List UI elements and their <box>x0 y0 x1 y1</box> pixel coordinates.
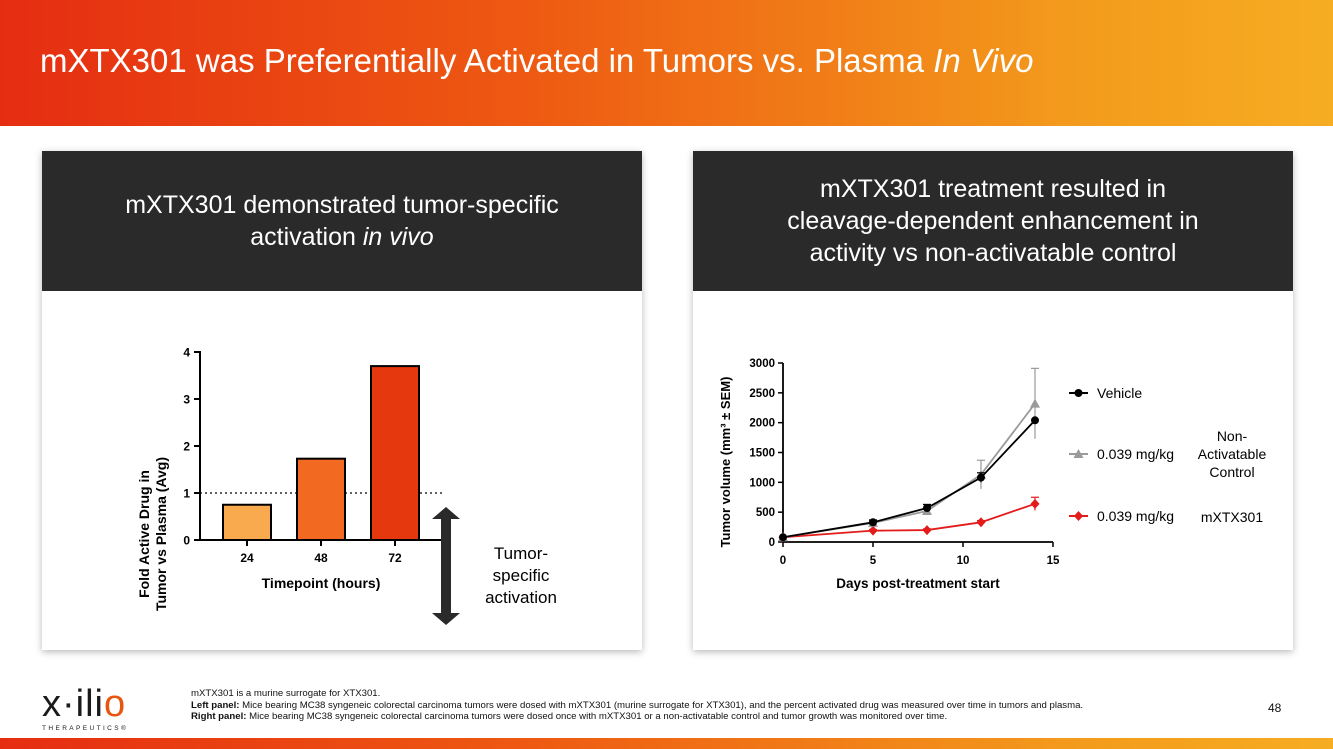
double-arrow-icon <box>432 507 460 625</box>
y-tick-label: 3000 <box>749 358 775 370</box>
bar <box>296 457 346 541</box>
y-tick-label: 1500 <box>749 448 775 460</box>
company-logo: x·ilio THERAPEUTICS® <box>42 683 129 732</box>
series-0 <box>779 416 1039 542</box>
y-axis-label: Fold Active Drug in <box>136 470 152 598</box>
bar <box>222 503 272 541</box>
data-point <box>977 473 985 482</box>
y-tick-label: 1 <box>183 487 190 501</box>
legend-item: 0.039 mg/kg <box>1069 508 1174 524</box>
x-tick-label: 24 <box>240 551 254 565</box>
y-axis-label: Tumor volume (mm³ ± SEM) <box>718 377 733 548</box>
left-panel-heading: mXTX301 demonstrated tumor-specific acti… <box>42 151 642 291</box>
title-banner: mXTX301 was Preferentially Activated in … <box>0 0 1333 126</box>
y-tick-label: 1000 <box>749 477 775 489</box>
y-tick-label: 0 <box>183 534 190 548</box>
data-point <box>1074 511 1083 521</box>
data-point <box>1030 398 1040 408</box>
data-point <box>869 518 877 527</box>
x-tick-label: 15 <box>1047 555 1060 567</box>
y-tick-label: 4 <box>183 346 190 360</box>
footnote-line: mXTX301 is a murine surrogate for XTX301… <box>191 688 381 699</box>
x-tick-label: 72 <box>388 551 402 565</box>
data-point <box>868 525 878 536</box>
x-tick-label: 5 <box>870 555 877 567</box>
slide-title: mXTX301 was Preferentially Activated in … <box>40 42 1034 79</box>
y-axis-label: Tumor vs Plasma (Avg) <box>153 457 169 611</box>
group-label: Control <box>1209 464 1254 480</box>
line-chart-legend: Vehicle 0.039 mg/kg 0.039 mg/kg <box>1069 385 1174 524</box>
data-point <box>976 517 986 528</box>
bar-chart: 0 1 2 3 4 24 48 72 Fold Active Drug in Tumor vs… <box>136 346 557 625</box>
footnotes: mXTX301 is a murine surrogate for XTX301… <box>191 688 1251 723</box>
page-number: 48 <box>1268 701 1282 715</box>
legend-label: 0.039 mg/kg <box>1097 508 1174 524</box>
footer-bar <box>0 738 1333 749</box>
data-point <box>922 525 932 536</box>
y-tick-label: 2500 <box>749 388 775 400</box>
y-tick-label: 3 <box>183 393 190 407</box>
annotation-text: specific <box>493 566 550 585</box>
legend-label: Vehicle <box>1097 385 1142 401</box>
data-point <box>1073 449 1084 458</box>
y-tick-label: 500 <box>756 507 775 519</box>
data-point <box>779 533 787 542</box>
right-panel: mXTX301 treatment resulted in cleavage-d… <box>693 151 1293 650</box>
x-tick-label: 0 <box>780 555 786 567</box>
x-axis-label: Timepoint (hours) <box>262 575 381 591</box>
bar-chart-bars <box>222 365 420 541</box>
legend-item: Vehicle <box>1069 385 1142 401</box>
legend-item: 0.039 mg/kg <box>1069 446 1174 462</box>
series-2 <box>778 496 1040 543</box>
group-label: Non- <box>1217 428 1248 444</box>
footnote-line: Right panel: Mice bearing MC38 syngeneic… <box>191 711 948 722</box>
series-line <box>782 419 1036 539</box>
x-tick-label: 48 <box>314 551 328 565</box>
annotation-text: activation <box>485 588 557 607</box>
line-chart: 0 500 1000 1500 2000 2500 3000 0 5 10 15 Vehicle 0.… <box>718 358 1267 591</box>
line-chart-series <box>778 367 1040 543</box>
bar <box>370 365 420 541</box>
x-axis-label: Days post-treatment start <box>836 576 1000 591</box>
y-tick-label: 0 <box>769 537 775 549</box>
y-tick-label: 2 <box>183 440 190 454</box>
group-label: Activatable <box>1198 446 1267 462</box>
series-line <box>782 502 1036 539</box>
y-tick-label: 2000 <box>749 418 775 430</box>
legend-label: 0.039 mg/kg <box>1097 446 1174 462</box>
data-point <box>1074 389 1083 397</box>
data-point <box>1030 498 1040 509</box>
line-chart-axes: 0 500 1000 1500 2000 2500 3000 0 5 10 15 <box>749 358 1060 567</box>
x-tick-label: 10 <box>957 555 970 567</box>
data-point <box>1031 416 1039 425</box>
annotation-text: Tumor- <box>494 544 548 563</box>
group-label: mXTX301 <box>1201 509 1263 525</box>
right-panel-heading: mXTX301 treatment resulted in cleavage-d… <box>693 151 1293 291</box>
left-panel: mXTX301 demonstrated tumor-specific acti… <box>42 151 642 650</box>
footnote-line: Left panel: Mice bearing MC38 syngeneic … <box>191 699 1084 711</box>
data-point <box>923 503 931 512</box>
